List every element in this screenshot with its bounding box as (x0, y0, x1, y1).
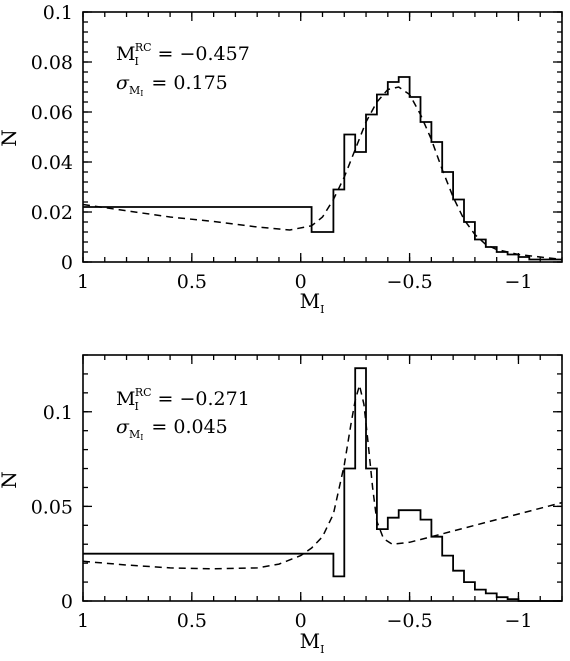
y-tick-label: 0.05 (31, 496, 73, 518)
y-tick-label: 0.02 (31, 202, 73, 224)
y-tick-label: 0.1 (43, 402, 73, 424)
bottom-plot-frame (82, 354, 563, 602)
x-tick-label: 0 (295, 271, 307, 293)
top-x-axis-label: MI (300, 289, 325, 316)
top-plot-frame (82, 11, 563, 263)
x-tick-label: −1 (504, 610, 532, 632)
histogram-series (83, 367, 562, 602)
y-tick-label: 0.08 (31, 52, 73, 74)
x-tick-label: 0.5 (177, 610, 207, 632)
bottom-annotation: MIRC = −0.271 σMI = 0.045 (116, 386, 250, 442)
y-tick-label: 0.1 (43, 2, 73, 24)
x-tick-label: −1 (504, 271, 532, 293)
x-tick-label: −0.5 (387, 271, 433, 293)
x-tick-label: 1 (77, 271, 89, 293)
y-tick-label: 0.06 (31, 102, 73, 124)
dashed-fit-series (82, 382, 563, 570)
y-tick-label: 0.04 (31, 152, 73, 174)
top-panel: 1 0.5 0 −0.5 −1 0 0.02 0.04 0.06 0.08 0.1 MIRC = −0… (0, 2, 563, 316)
bottom-y-axis-label: N (0, 471, 21, 489)
bottom-sigma-annotation: σMI = 0.045 (116, 416, 228, 442)
x-tick-label: 0 (295, 610, 307, 632)
dashed-fit-series (82, 86, 563, 261)
top-mag-annotation: MIRC = −0.457 (116, 41, 250, 68)
bottom-x-axis-label: MI (300, 629, 325, 656)
bottom-panel: 1 0.5 0 −0.5 −1 0 0.05 0.1 MIRC = −0.271 σMI = 0.… (0, 354, 563, 656)
bottom-mag-annotation: MIRC = −0.271 (116, 386, 250, 413)
x-tick-label: 0.5 (177, 271, 207, 293)
top-y-axis-label: N (0, 129, 21, 147)
top-sigma-annotation: σMI = 0.175 (116, 72, 228, 98)
x-tick-label: 1 (77, 610, 89, 632)
top-annotation: MIRC = −0.457 σMI = 0.175 (116, 41, 250, 98)
histogram-series (83, 76, 562, 261)
top-plot-area: 1 0.5 0 −0.5 −1 0 0.02 0.04 0.06 0.08 0.1 (31, 2, 563, 293)
y-tick-label: 0 (61, 252, 73, 274)
x-tick-label: −0.5 (387, 610, 433, 632)
y-tick-label: 0 (61, 591, 73, 613)
bottom-plot-area: 1 0.5 0 −0.5 −1 0 0.05 0.1 (31, 354, 563, 632)
